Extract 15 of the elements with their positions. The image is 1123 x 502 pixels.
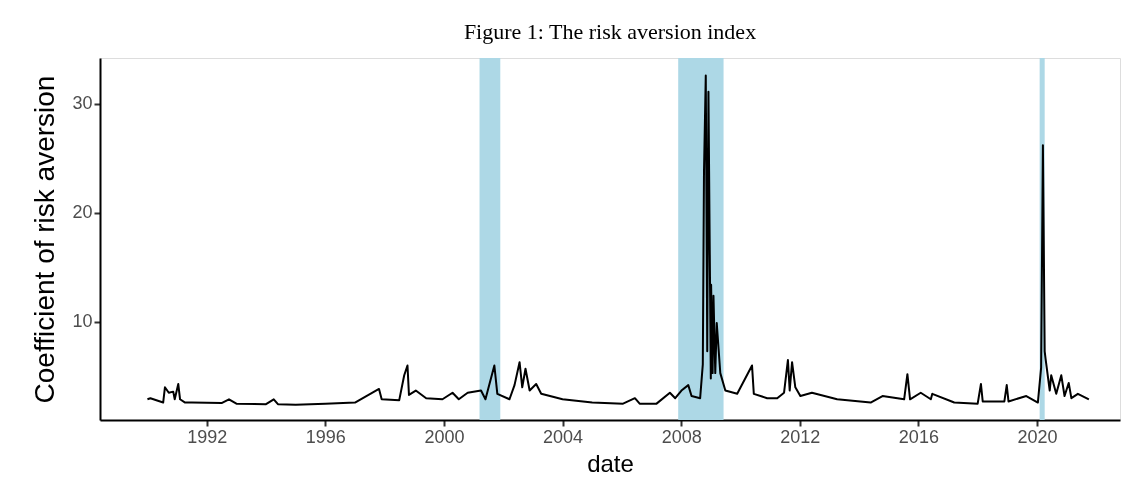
y-tick-label: 30: [72, 93, 93, 114]
y-axis-title: Coefficient of risk aversion: [29, 75, 61, 404]
x-tick-label: 2004: [543, 426, 584, 447]
x-tick-label: 2000: [424, 426, 465, 447]
y-tick-label: 20: [72, 202, 93, 223]
x-tick-label: 1996: [305, 426, 346, 447]
y-tick-label: 10: [72, 311, 93, 332]
x-tick-label: 2020: [1017, 426, 1058, 447]
x-tick-label: 2012: [780, 426, 821, 447]
x-tick-label: 2008: [661, 426, 702, 447]
x-axis-title: date: [587, 449, 634, 477]
x-tick-label: 2016: [898, 426, 939, 447]
x-tick-label: 1992: [187, 426, 228, 447]
chart-title: Figure 1: The risk aversion index: [463, 19, 757, 44]
line-series: [146, 74, 1090, 406]
